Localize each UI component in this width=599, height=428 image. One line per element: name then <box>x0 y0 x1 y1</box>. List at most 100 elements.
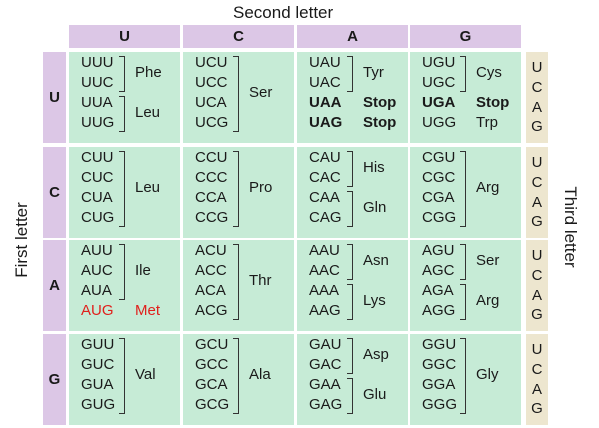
codon-UCC: UCC <box>195 74 228 91</box>
codon-AAA: AAA <box>309 282 340 299</box>
codon-AAC: AAC <box>309 262 340 279</box>
third-letter-column <box>526 147 548 238</box>
codon-CGG: CGG <box>422 209 457 226</box>
amino-acid-pro: Pro <box>249 179 273 196</box>
codon-CUC: CUC <box>81 169 114 186</box>
codon-CGA: CGA <box>422 189 455 206</box>
codon-GGG: GGG <box>422 396 458 413</box>
codon-UCG: UCG <box>195 114 229 131</box>
codon-group-bracket <box>460 151 466 227</box>
third-letter-column <box>526 334 548 425</box>
codon-UUU: UUU <box>81 54 114 71</box>
first-letter-G: G <box>43 334 66 425</box>
codon-UAA: UAA <box>309 94 342 111</box>
codon-AAG: AAG <box>309 302 341 319</box>
amino-acid-lys: Lys <box>363 292 386 309</box>
codon-GGU: GGU <box>422 336 457 353</box>
amino-acid-gln: Gln <box>363 199 387 216</box>
codon-CCA: CCA <box>195 189 227 206</box>
third-letter-A: A <box>531 380 542 398</box>
third-letter-U: U <box>531 341 543 358</box>
third-letter-G: G <box>531 306 543 324</box>
codon-group-bracket <box>347 56 353 92</box>
codon-AUA: AUA <box>81 282 112 299</box>
amino-acid-phe: Phe <box>135 64 162 81</box>
codon-GUA: GUA <box>81 376 114 393</box>
first-letter-U: U <box>43 52 66 143</box>
codon-GGC: GGC <box>422 356 457 373</box>
third-letter-G: G <box>531 213 543 231</box>
codon-CGU: CGU <box>422 149 456 166</box>
codon-group-bracket <box>460 244 466 280</box>
amino-acid-gly: Gly <box>476 366 499 383</box>
codon-AUC: AUC <box>81 262 113 279</box>
codon-group-bracket <box>233 244 239 320</box>
codon-UGG: UGG <box>422 114 457 131</box>
codon-UGU: UGU <box>422 54 456 71</box>
codon-CAA: CAA <box>309 189 340 206</box>
amino-acid-ile: Ile <box>135 262 151 279</box>
codon-group-bracket <box>233 56 239 132</box>
codon-ACA: ACA <box>195 282 226 299</box>
codon-GCA: GCA <box>195 376 228 393</box>
codon-UAG: UAG <box>309 114 343 131</box>
amino-acid-thr: Thr <box>249 272 272 289</box>
codon-group-bracket <box>347 151 353 187</box>
codon-GAC: GAC <box>309 356 342 373</box>
amino-acid-arg: Arg <box>476 292 500 309</box>
codon-group-bracket <box>347 338 353 374</box>
codon-group-bracket <box>119 151 125 227</box>
amino-acid-his: His <box>363 159 385 176</box>
second-letter-A: A <box>297 25 408 48</box>
codon-AUU: AUU <box>81 242 113 259</box>
codon-GAA: GAA <box>309 376 341 393</box>
codon-group-bracket <box>460 56 466 92</box>
codon-UCA: UCA <box>195 94 227 111</box>
codon-UCU: UCU <box>195 54 228 71</box>
codon-CUG: CUG <box>81 209 115 226</box>
codon-AAU: AAU <box>309 242 340 259</box>
codon-GAU: GAU <box>309 336 342 353</box>
codon-CCG: CCG <box>195 209 229 226</box>
codon-AGG: AGG <box>422 302 456 319</box>
codon-ACG: ACG <box>195 302 228 319</box>
codon-CUA: CUA <box>81 189 113 206</box>
amino-acid-cys: Cys <box>476 64 502 81</box>
amino-acid-val: Val <box>135 366 156 383</box>
codon-CCC: CCC <box>195 169 228 186</box>
codon-CGC: CGC <box>422 169 456 186</box>
codon-UAC: UAC <box>309 74 341 91</box>
codon-CAU: CAU <box>309 149 341 166</box>
third-letter-U: U <box>531 59 543 76</box>
first-letter-A: A <box>43 240 66 331</box>
codon-AGA: AGA <box>422 282 454 299</box>
third-letter-A: A <box>531 193 542 211</box>
second-letter-title: Second letter <box>233 3 334 22</box>
amino-acid-tyr: Tyr <box>363 64 384 81</box>
amino-acid-leu: Leu <box>135 104 161 121</box>
amino-acid-leu: Leu <box>135 179 161 196</box>
amino-acid-ser: Ser <box>476 252 500 269</box>
codon-GUU: GUU <box>81 336 115 353</box>
third-letter-column <box>526 240 548 331</box>
codon-group-bracket <box>119 338 125 414</box>
amino-acid-stop: Stop <box>363 114 397 131</box>
second-letter-C: C <box>183 25 294 48</box>
third-letter-C: C <box>531 360 543 378</box>
codon-group-bracket <box>460 338 466 414</box>
codon-group-bracket <box>460 284 466 320</box>
amino-acid-asn: Asn <box>363 252 389 269</box>
amino-acid-asp: Asp <box>363 346 389 363</box>
codon-group-bracket <box>233 151 239 227</box>
codon-GUG: GUG <box>81 396 116 413</box>
codon-UAU: UAU <box>309 54 341 71</box>
third-letter-column <box>526 52 548 143</box>
amino-acid-arg: Arg <box>476 179 500 196</box>
first-letter-C: C <box>43 147 66 238</box>
codon-group-bracket <box>233 338 239 414</box>
codon-group-bracket <box>119 96 125 132</box>
third-letter-C: C <box>531 78 543 96</box>
codon-UUA: UUA <box>81 94 113 111</box>
codon-UUG: UUG <box>81 114 115 131</box>
codon-CAG: CAG <box>309 209 342 226</box>
